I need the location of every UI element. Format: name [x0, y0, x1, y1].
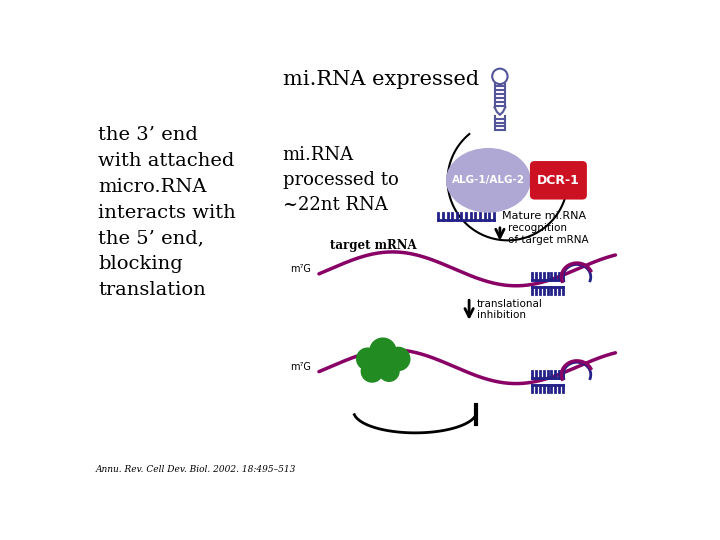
Text: the 3’ end
with attached
micro.RNA
interacts with
the 5’ end,
blocking
translati: the 3’ end with attached micro.RNA inter… — [98, 126, 235, 299]
Text: recognition
of target mRNA: recognition of target mRNA — [508, 224, 588, 245]
Text: ALG-1/ALG-2: ALG-1/ALG-2 — [452, 176, 525, 185]
Text: translational
inhibition: translational inhibition — [477, 299, 543, 320]
Text: m⁷G: m⁷G — [290, 264, 311, 274]
Text: mi.RNA expressed: mi.RNA expressed — [283, 70, 479, 89]
Text: DCR-1: DCR-1 — [537, 174, 580, 187]
Circle shape — [356, 348, 378, 370]
Text: target mRNA: target mRNA — [330, 239, 417, 252]
Circle shape — [372, 354, 390, 373]
Ellipse shape — [446, 148, 531, 213]
Text: Mature mi.RNA: Mature mi.RNA — [503, 212, 586, 221]
Text: mi.RNA
processed to
~22nt RNA: mi.RNA processed to ~22nt RNA — [283, 146, 398, 214]
Circle shape — [379, 361, 399, 381]
Circle shape — [370, 338, 396, 365]
Text: m⁷G: m⁷G — [290, 362, 311, 372]
Circle shape — [361, 361, 383, 382]
Text: Annu. Rev. Cell Dev. Biol. 2002. 18:495–513: Annu. Rev. Cell Dev. Biol. 2002. 18:495–… — [96, 465, 296, 475]
FancyBboxPatch shape — [530, 161, 587, 200]
Circle shape — [387, 347, 410, 370]
